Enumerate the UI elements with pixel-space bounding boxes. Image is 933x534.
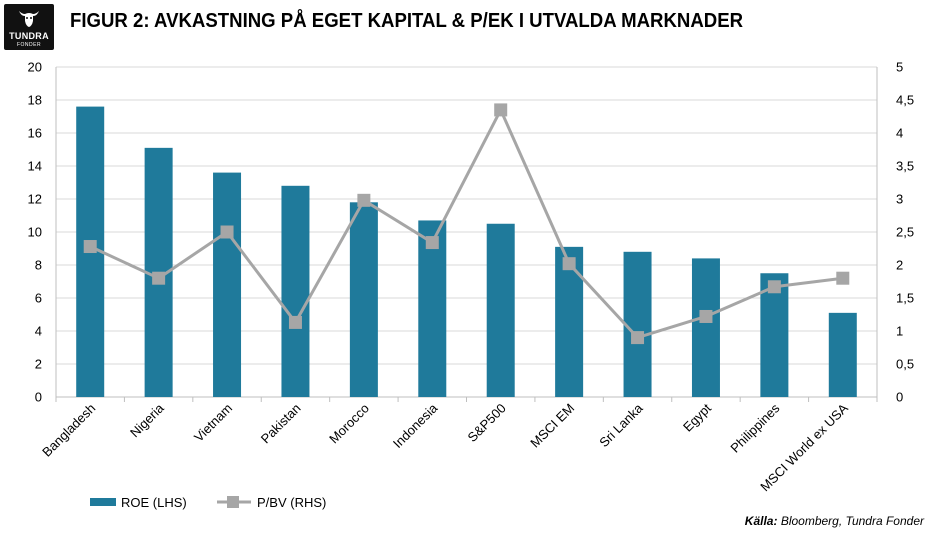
y-left-tick-label: 12	[28, 192, 42, 207]
logo-subtitle: FONDER	[16, 42, 42, 48]
bar	[486, 223, 515, 397]
logo-name: TUNDRA	[9, 31, 49, 41]
category-label: Egypt	[680, 400, 714, 434]
bull-icon	[19, 11, 39, 27]
y-left-tick-label: 10	[28, 225, 42, 240]
category-label: Nigeria	[127, 400, 167, 440]
y-right-tick-label: 1,5	[896, 291, 914, 306]
y-right-tick-label: 0,5	[896, 357, 914, 372]
category-label: Philippines	[727, 400, 782, 455]
y-right-tick-label: 2	[896, 258, 903, 273]
legend-swatch-line	[217, 496, 251, 508]
source-text: Bloomberg, Tundra Fonder	[780, 514, 924, 528]
pbv-point	[494, 103, 508, 117]
pbv-point	[631, 331, 645, 345]
y-left-tick-label: 16	[28, 126, 42, 141]
pbv-point	[357, 193, 371, 207]
y-right-tick-label: 5	[896, 60, 903, 75]
legend-swatch-bar	[90, 498, 116, 506]
pbv-point	[83, 240, 97, 254]
chart-title: FIGUR 2: AVKASTNING PÅ EGET KAPITAL & P/…	[70, 10, 744, 32]
category-label: MSCI EM	[527, 401, 577, 451]
bar	[418, 220, 447, 397]
pbv-point	[220, 225, 234, 239]
pbv-point	[836, 271, 850, 285]
bar	[828, 312, 857, 397]
header: TUNDRA FONDER FIGUR 2: AVKASTNING PÅ EGE…	[0, 0, 933, 52]
y-right-tick-label: 2,5	[896, 225, 914, 240]
bar	[213, 172, 242, 397]
pbv-point	[767, 280, 781, 294]
y-left-tick-label: 18	[28, 93, 42, 108]
pbv-point	[152, 271, 166, 285]
bar	[623, 251, 652, 397]
category-label: Sri Lanka	[596, 400, 646, 450]
pbv-point	[425, 236, 439, 250]
category-label: Pakistan	[258, 401, 304, 447]
bar	[281, 185, 310, 397]
y-left-tick-label: 8	[35, 258, 42, 273]
category-label: Vietnam	[191, 401, 235, 445]
y-left-tick-label: 2	[35, 357, 42, 372]
source-note: Källa: Bloomberg, Tundra Fonder	[745, 514, 924, 528]
y-left-tick-label: 14	[28, 159, 42, 174]
pbv-point	[562, 257, 576, 271]
y-right-tick-label: 4,5	[896, 93, 914, 108]
y-left-tick-label: 0	[35, 390, 42, 405]
y-left-tick-label: 6	[35, 291, 42, 306]
bar	[691, 258, 720, 397]
y-right-tick-label: 3,5	[896, 159, 914, 174]
pbv-line	[89, 108, 843, 340]
bar	[349, 202, 378, 397]
tundra-logo: TUNDRA FONDER	[4, 4, 54, 50]
y-right-tick-label: 3	[896, 192, 903, 207]
category-label: Bangladesh	[39, 401, 98, 460]
y-left-tick-label: 4	[35, 324, 42, 339]
source-label: Källa:	[744, 514, 778, 528]
legend-label-roe: ROE (LHS)	[121, 495, 187, 510]
pbv-point	[288, 315, 302, 329]
category-label: S&P500	[464, 401, 508, 445]
y-left-tick-label: 20	[28, 60, 42, 75]
y-right-tick-label: 4	[896, 126, 903, 141]
y-right-tick-label: 0	[896, 390, 903, 405]
y-right-tick-label: 1	[896, 324, 903, 339]
category-label: Indonesia	[390, 400, 441, 451]
chart-area: 0 02 0,54 16 1,58 210 2,512 314 3,516 418 4,520 5Ba…	[28, 60, 915, 495]
bar	[760, 273, 789, 397]
pbv-point	[699, 309, 713, 323]
category-label: Morocco	[326, 401, 372, 447]
legend-label-pbv: P/BV (RHS)	[257, 495, 327, 510]
